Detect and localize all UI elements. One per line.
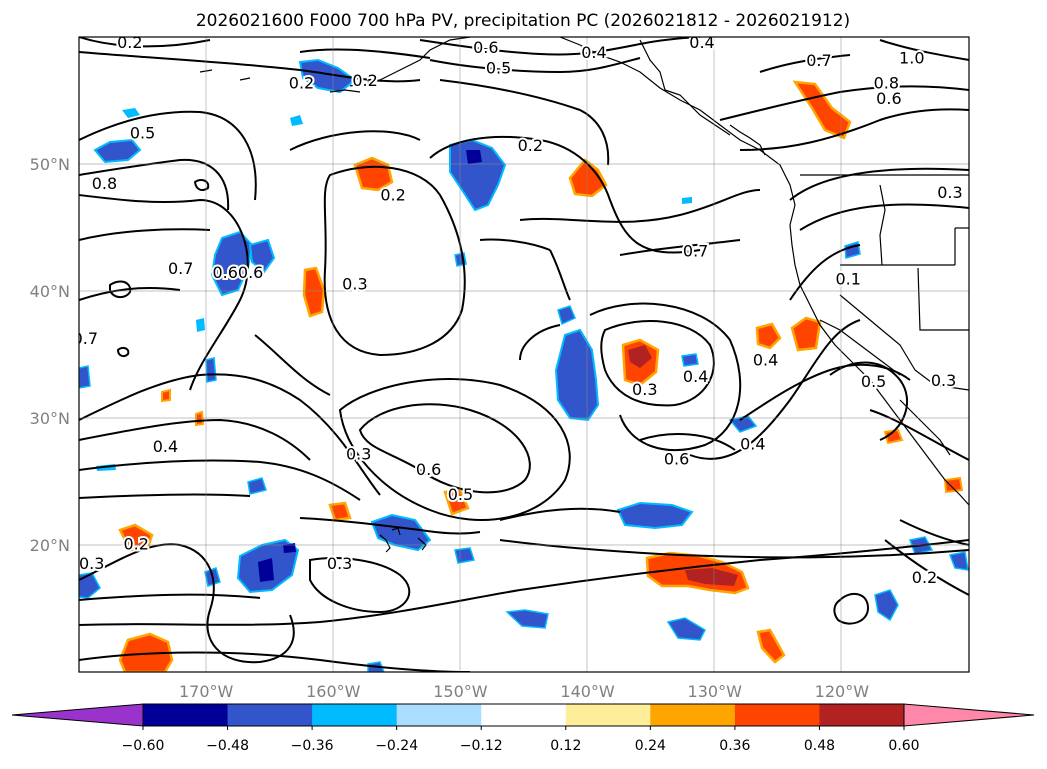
- lat-tick-label: 40°N: [30, 282, 70, 301]
- lat-tick-label: 30°N: [30, 409, 70, 428]
- map-panel[interactable]: 0.2 0.60.50.40.40.7 1.00.80.60.2 0.20.50.20…: [73, 33, 969, 672]
- contour-label: 0.6: [212, 263, 237, 282]
- contour-label: 0.4: [689, 33, 714, 52]
- lat-tick-label: 50°N: [30, 155, 70, 174]
- contour-label: 0.6: [876, 89, 901, 108]
- colorbar-swatch: [481, 704, 567, 726]
- lon-tick-label: 150°W: [433, 682, 488, 701]
- contour-label: 0.3: [937, 183, 962, 202]
- colorbar-swatch: [396, 704, 482, 726]
- colorbar-tick-label: −0.24: [375, 738, 418, 754]
- colorbar-swatch: [312, 704, 398, 726]
- contour-label: 0.5: [130, 123, 155, 142]
- colorbar-swatches: [11, 703, 1035, 727]
- contour-label: 0.4: [753, 351, 778, 370]
- lon-tick-label: 170°W: [179, 682, 234, 701]
- colorbar-swatch: [650, 704, 736, 726]
- colorbar-tick-label: −0.36: [291, 738, 334, 754]
- lat-tick-label: 20°N: [30, 536, 70, 555]
- colorbar-extend-low: [11, 703, 144, 727]
- contour-label: 1.0: [899, 48, 924, 67]
- contour-label: 0.2: [518, 136, 543, 155]
- positive-precip-shading: [118, 80, 964, 672]
- contour-label: 0.2: [380, 185, 405, 204]
- contour-label: 0.3: [931, 371, 956, 390]
- colorbar-tick-label: 0.60: [888, 738, 919, 754]
- contour-label: 0.2: [912, 568, 937, 587]
- contour-label: 0.7: [683, 241, 708, 260]
- contour-label: 0.6: [473, 38, 498, 57]
- colorbar-swatch: [734, 704, 820, 726]
- colorbar-swatch: [565, 704, 651, 726]
- contour-label: 0.3: [632, 380, 657, 399]
- lon-tick-label: 160°W: [306, 682, 361, 701]
- contour-label: 0.4: [153, 437, 178, 456]
- contour-label: 0.4: [740, 434, 765, 453]
- map-title: 2026021600 F000 700 hPa PV, precipitatio…: [196, 11, 850, 31]
- colorbar-tick-label: 0.12: [550, 738, 581, 754]
- coastlines: [199, 37, 969, 553]
- latitude-tick-labels: 50°N 40°N 30°N 20°N: [30, 155, 70, 555]
- contour-label: 0.3: [79, 554, 104, 573]
- colorbar-extend-high: [903, 703, 1035, 727]
- contour-label: 0.5: [486, 58, 511, 77]
- contour-label: 0.2: [117, 33, 142, 52]
- contour-label: 0.1: [835, 269, 860, 288]
- contour-label: 0.5: [448, 485, 473, 504]
- colorbar-swatch: [819, 704, 905, 726]
- contour-label: 0.2: [123, 535, 148, 554]
- colorbar-tick-label: −0.12: [460, 738, 503, 754]
- contour-label: 0.8: [874, 74, 899, 93]
- contour-label: 0.4: [683, 367, 708, 386]
- pv-contours: [79, 37, 969, 672]
- contour-label: 0.3: [346, 445, 371, 464]
- contour-label: 0.8: [92, 174, 117, 193]
- lon-tick-label: 130°W: [688, 682, 743, 701]
- longitude-tick-labels: 170°W 160°W 150°W 140°W 130°W 120°W: [179, 682, 869, 701]
- map-frame: [78, 36, 970, 673]
- colorbar-tick-label: −0.60: [122, 738, 165, 754]
- contour-label: 0.6: [416, 460, 441, 479]
- contour-label: 0.6: [238, 263, 263, 282]
- colorbar-tick-label: 0.36: [719, 738, 750, 754]
- contour-label: 0.3: [342, 274, 367, 293]
- colorbar-swatch: [227, 704, 313, 726]
- colorbar-swatch: [143, 704, 229, 726]
- contour-label: 0.4: [581, 43, 606, 62]
- colorbar: −0.60 −0.48 −0.36 −0.24 −0.12 0.12 0.24 0.36 0.4…: [11, 703, 1035, 754]
- contour-label: 0.5: [861, 372, 886, 391]
- colorbar-outline: [142, 703, 905, 727]
- contour-label: 0.7: [168, 259, 193, 278]
- contour-label: 0.2: [352, 71, 377, 90]
- contour-label: 0.3: [327, 554, 352, 573]
- contour-label: 0.7: [806, 51, 831, 70]
- contour-label: 0.7: [73, 329, 98, 348]
- colorbar-tick-label: −0.48: [206, 738, 249, 754]
- gridlines: [79, 37, 969, 672]
- lon-tick-label: 140°W: [560, 682, 615, 701]
- contour-labels: 0.2 0.60.50.40.40.7 1.00.80.60.2 0.20.50.20…: [73, 33, 965, 589]
- lon-tick-label: 120°W: [815, 682, 870, 701]
- contour-label: 0.6: [664, 450, 689, 469]
- contour-label: 0.2: [289, 74, 314, 93]
- colorbar-tick-label: 0.48: [804, 738, 835, 754]
- colorbar-tick-label: 0.24: [635, 738, 666, 754]
- colorbar-tick-labels: −0.60 −0.48 −0.36 −0.24 −0.12 0.12 0.24 0.36 0.4…: [122, 726, 920, 754]
